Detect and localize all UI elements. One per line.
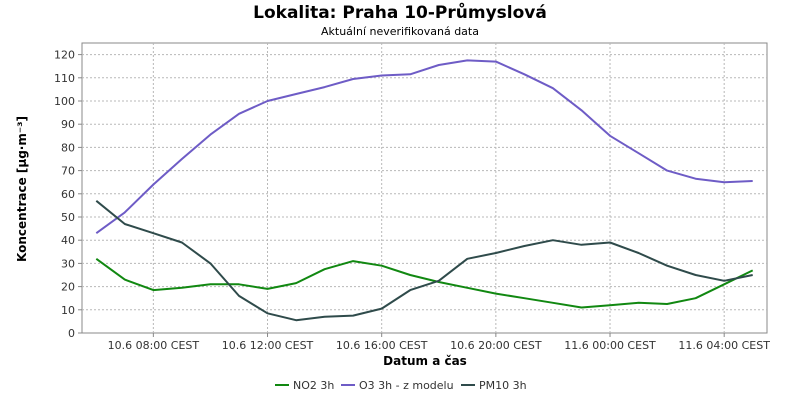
y-tick-label: 110 <box>54 72 75 85</box>
y-tick-label: 20 <box>61 281 75 294</box>
x-tick-label: 10.6 12:00 CEST <box>222 339 314 352</box>
y-tick-label: 90 <box>61 118 75 131</box>
x-tick-label: 10.6 08:00 CEST <box>108 339 200 352</box>
y-tick-label: 60 <box>61 188 75 201</box>
series-line-3 <box>95 200 753 322</box>
chart-subtitle: Aktuální neverifikovaná data <box>321 25 479 38</box>
y-axis: 0 10 20 30 40 50 60 70 80 90 100 110 120 <box>54 49 82 340</box>
x-tick-label: 11.6 00:00 CEST <box>564 339 656 352</box>
y-tick-label: 100 <box>54 95 75 108</box>
y-tick-label: 10 <box>61 304 75 317</box>
x-axis: 10.6 08:00 CEST 10.6 12:00 CEST 10.6 16:00… <box>108 333 770 352</box>
plot-area <box>81 42 768 334</box>
series-line-2 <box>95 59 753 235</box>
legend-label-3: PM10 3h <box>479 379 527 392</box>
y-tick-label: 30 <box>61 257 75 270</box>
grid <box>82 43 767 333</box>
x-tick-label: 10.6 20:00 CEST <box>450 339 542 352</box>
legend-label-1: NO2 3h <box>293 379 334 392</box>
y-axis-label: Koncentrace [µg·m⁻³] <box>15 116 29 262</box>
x-axis-label: Datum a čas <box>383 354 467 368</box>
y-tick-label: 70 <box>61 165 75 178</box>
x-tick-label: 11.6 04:00 CEST <box>678 339 770 352</box>
y-tick-label: 80 <box>61 141 75 154</box>
legend-label-2: O3 3h - z modelu <box>359 379 454 392</box>
y-tick-label: 0 <box>68 327 75 340</box>
series-line-1 <box>95 257 754 309</box>
series-layer <box>95 59 754 322</box>
y-tick-label: 50 <box>61 211 75 224</box>
y-tick-label: 40 <box>61 234 75 247</box>
legend: NO2 3h O3 3h - z modelu PM10 3h <box>275 379 527 392</box>
x-tick-label: 10.6 16:00 CEST <box>336 339 428 352</box>
y-tick-label: 120 <box>54 49 75 62</box>
chart-title: Lokalita: Praha 10-Průmyslová <box>253 1 547 23</box>
